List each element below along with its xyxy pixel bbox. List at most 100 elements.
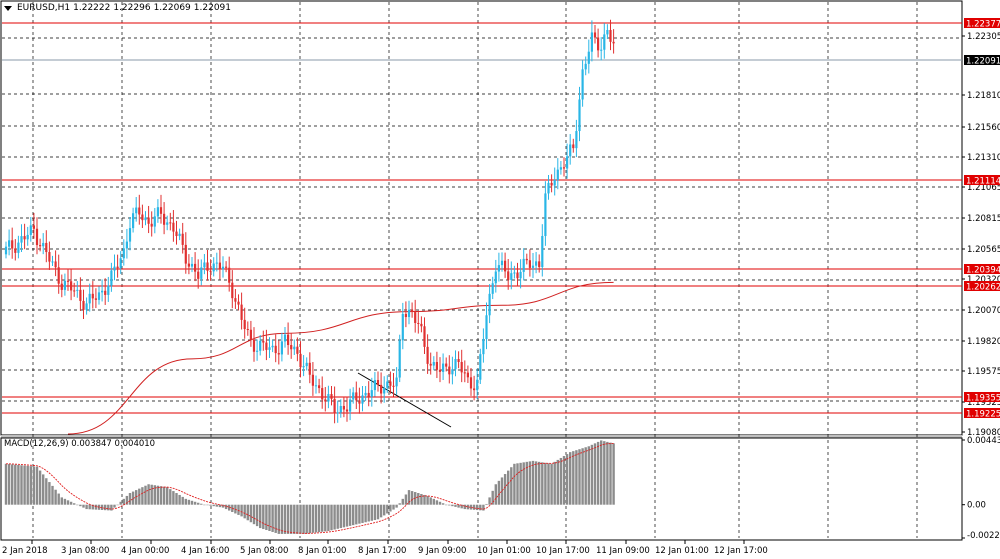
candle-body [113, 266, 116, 271]
candle-body [556, 169, 559, 181]
candle-body [163, 213, 166, 225]
price-tick-label: 1.21065 [967, 183, 1000, 193]
candle-body [522, 258, 525, 272]
macd-bar [141, 487, 144, 505]
candle-body [76, 289, 79, 291]
candle-body [48, 252, 51, 262]
candle-body [541, 236, 544, 268]
candle-body [407, 309, 411, 318]
candle-body [70, 281, 73, 291]
macd-bar [290, 504, 293, 534]
macd-bar [333, 504, 336, 530]
candle-body [51, 261, 54, 263]
horizontal-levels[interactable] [2, 22, 962, 414]
pane-separator[interactable] [1, 435, 962, 438]
candle-body [280, 341, 283, 355]
candle-body [358, 400, 361, 404]
macd-bar [69, 501, 73, 505]
candle-body [190, 263, 194, 267]
candle-body [547, 182, 550, 194]
macd-bar [562, 456, 566, 505]
candle-body [544, 193, 547, 237]
level-price-tag [964, 408, 1000, 418]
time-tick-label: 5 Jan 08:00 [240, 546, 288, 556]
trendline[interactable] [357, 372, 452, 428]
macd-bar [565, 454, 569, 505]
candle-body [308, 362, 311, 375]
candle-body [305, 362, 308, 367]
macd-bar [417, 493, 420, 505]
macd-bar [398, 503, 401, 505]
candle-body [138, 207, 141, 215]
candle-body [88, 293, 91, 304]
candle-body [451, 369, 454, 375]
macd-bar [494, 484, 497, 505]
macd-header: MACD(12,26,9) 0.003847 0.004010 [4, 439, 155, 449]
macd-bar [262, 504, 265, 530]
candle-body [342, 405, 345, 410]
macd-bar [20, 465, 23, 505]
candle-body [572, 144, 575, 149]
candle-body [519, 271, 522, 279]
macd-bar [513, 463, 516, 505]
macd-bar [572, 451, 575, 505]
candle-body [609, 30, 612, 42]
macd-bar [407, 490, 411, 505]
candle-body [525, 258, 528, 261]
candle-body [420, 323, 423, 327]
time-tick-label: 10 Jan 17:00 [536, 546, 590, 556]
macd-value-main: 0.003847 [71, 439, 112, 449]
macd-bar [45, 478, 48, 505]
macd-bar [569, 452, 572, 505]
candle-body [225, 266, 228, 268]
macd-bar [503, 474, 507, 505]
candle-body [11, 240, 14, 249]
level-price-text: 1.19355 [966, 394, 1000, 404]
candle-body [14, 248, 17, 253]
candle-body [587, 51, 590, 64]
chevron-down-icon[interactable] [4, 5, 12, 11]
macd-bar [246, 504, 249, 521]
candle-body [243, 319, 246, 330]
candle-body [293, 346, 296, 350]
candle-body [101, 290, 104, 293]
candle-body [321, 388, 324, 400]
trendline-segment[interactable] [357, 372, 452, 428]
macd-bar [370, 504, 373, 521]
candle-body [32, 225, 35, 229]
macd-bar [485, 503, 488, 505]
candle-body [367, 392, 370, 397]
macd-bar [110, 504, 113, 511]
candle-body [8, 240, 11, 247]
macd-bar [249, 504, 253, 523]
macd-bar [107, 504, 110, 511]
price-tick-label: 1.21560 [967, 123, 1000, 133]
macd-bar [63, 498, 67, 505]
macd-bar [609, 442, 612, 505]
candle-body [141, 214, 144, 221]
candle-body [398, 340, 401, 378]
candle-body [132, 213, 135, 229]
macd-bar [7, 464, 11, 505]
macd-bar [556, 459, 559, 505]
candle-body [417, 322, 420, 324]
candle-body [197, 271, 200, 279]
candle-body [79, 289, 82, 301]
macd-bar [23, 465, 26, 505]
candle-body [265, 342, 268, 350]
macd-bar [466, 504, 470, 510]
symbol-header[interactable]: EURUSD,H1 1.22222 1.22296 1.22069 1.2209… [4, 3, 231, 13]
macd-bar [147, 484, 150, 505]
macd-bar [259, 504, 262, 529]
macd-bar [600, 440, 603, 505]
candle-body [429, 363, 432, 366]
macd-bar [587, 446, 590, 505]
candle-body [268, 347, 271, 350]
candle-body [411, 309, 414, 312]
candle-body [442, 363, 445, 372]
candle-body [166, 222, 169, 225]
macd-bar [221, 504, 225, 508]
price-tick-label: 1.20815 [967, 214, 1000, 224]
